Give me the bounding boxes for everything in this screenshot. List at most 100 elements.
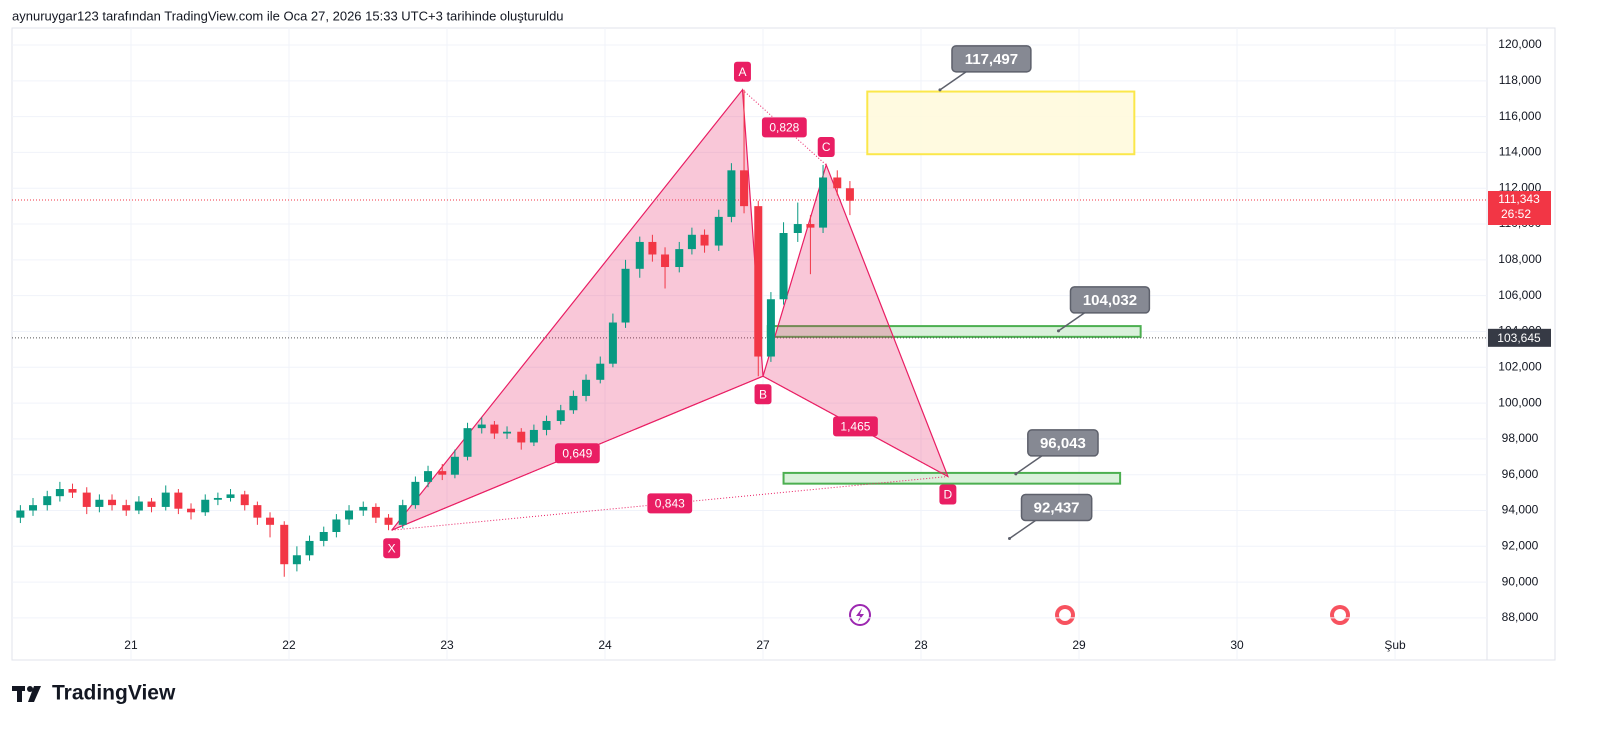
y-tick-label: 90,000 (1502, 574, 1539, 588)
candle-body (187, 508, 196, 513)
pattern-point-label: D (944, 488, 953, 502)
pattern-point-label-box (817, 136, 835, 157)
candle-body (661, 254, 670, 268)
candle-body (305, 540, 314, 556)
candle-body (122, 505, 131, 511)
pattern-point-label-box (733, 61, 751, 82)
callout-pointer (1015, 455, 1043, 475)
candle-body (371, 506, 380, 518)
candle-body (727, 170, 736, 217)
current-price-label: 111,343 (1498, 192, 1540, 206)
candle-body (529, 429, 538, 443)
callout-point (1014, 472, 1018, 476)
y-tick-label: 116,000 (1499, 109, 1542, 123)
x-tick-label: 24 (598, 638, 612, 652)
candle-body (793, 224, 802, 233)
x-tick-label: 22 (282, 638, 296, 652)
candle-body (213, 497, 222, 500)
callout-pointer (1009, 519, 1036, 540)
callout-pointer (939, 71, 967, 91)
candle-body (292, 555, 301, 565)
y-tick-label: 118,000 (1499, 73, 1542, 87)
x-tick-label: 21 (124, 638, 138, 652)
candle-body (108, 499, 117, 506)
candle-body (16, 510, 25, 518)
candle-body (411, 481, 420, 506)
candle-body (95, 499, 104, 507)
y-tick-label: 94,000 (1502, 503, 1539, 517)
candle-body (582, 379, 591, 396)
candle-body (266, 517, 275, 525)
candle-body (845, 188, 854, 201)
candle-body (147, 501, 156, 507)
candle-body (463, 428, 472, 457)
y-tick-label: 88,000 (1502, 610, 1539, 624)
candle-body (754, 206, 763, 357)
candle-body (779, 232, 788, 300)
candle-body (833, 177, 842, 189)
candle-body (253, 505, 262, 518)
callout-label: 104,032 (1083, 292, 1137, 309)
candle-body (55, 489, 64, 497)
zone (782, 471, 1122, 485)
current-price-tag (1488, 191, 1551, 226)
candle-body (359, 506, 368, 511)
countdown-label: 26:52 (1501, 207, 1531, 221)
ratio-label: 1,465 (840, 420, 870, 434)
candle-body (517, 431, 526, 443)
candle-body (556, 410, 565, 421)
y-tick-label: 98,000 (1502, 431, 1539, 445)
candle-body (134, 501, 143, 511)
y-tick-label: 102,000 (1498, 359, 1542, 373)
candle-body (806, 224, 815, 228)
candle-body (161, 492, 170, 507)
candle-body (332, 519, 341, 532)
candle-body (29, 505, 38, 511)
candle-body (450, 456, 459, 475)
candle-body (43, 496, 52, 506)
callout-box (1069, 286, 1151, 314)
callout-label: 92,437 (1034, 499, 1080, 516)
x-tick-label: Şub (1384, 638, 1406, 652)
event-icons (849, 604, 1350, 626)
ratio-label: 0,649 (562, 446, 592, 460)
callout-box (1020, 493, 1093, 522)
pattern-point-label-box (939, 484, 957, 505)
pattern-diagonal (742, 89, 827, 166)
candle-body (542, 420, 551, 430)
callout-label: 117,497 (965, 51, 1018, 68)
candle-body (569, 395, 578, 411)
y-tick-label: 112,000 (1499, 180, 1542, 194)
x-tick-label: 29 (1072, 638, 1086, 652)
x-tick-label: 30 (1230, 638, 1244, 652)
ratio-label-box (833, 416, 878, 437)
y-tick-label: 108,000 (1498, 252, 1542, 266)
x-tick-label: 27 (756, 638, 770, 652)
y-tick-label: 106,000 (1498, 288, 1542, 302)
y-tick-label: 120,000 (1498, 37, 1542, 51)
ratio-label: 0,828 (769, 121, 799, 135)
candle-body (648, 241, 657, 255)
candle-body (740, 170, 749, 207)
logo: TradingView (52, 682, 176, 705)
candle-body (240, 494, 249, 506)
candle-body (503, 431, 512, 434)
level-tag (1488, 328, 1551, 347)
candle-body (201, 499, 210, 513)
y-tick-label: 96,000 (1502, 467, 1539, 481)
candle-body (714, 216, 723, 246)
candle-body (621, 268, 630, 323)
ratio-label-box (647, 493, 693, 514)
ratio-label: 0,843 (655, 497, 685, 511)
candle-body (675, 249, 684, 268)
ratio-label-box (761, 117, 807, 138)
x-tick-label: 23 (440, 638, 454, 652)
candle-body (700, 234, 709, 246)
x-tick-label: 28 (914, 638, 928, 652)
candle-body (608, 322, 617, 364)
zone (866, 90, 1136, 156)
candle-body (477, 424, 486, 429)
callout-point (1008, 536, 1012, 540)
ratio-label-box (554, 443, 600, 464)
